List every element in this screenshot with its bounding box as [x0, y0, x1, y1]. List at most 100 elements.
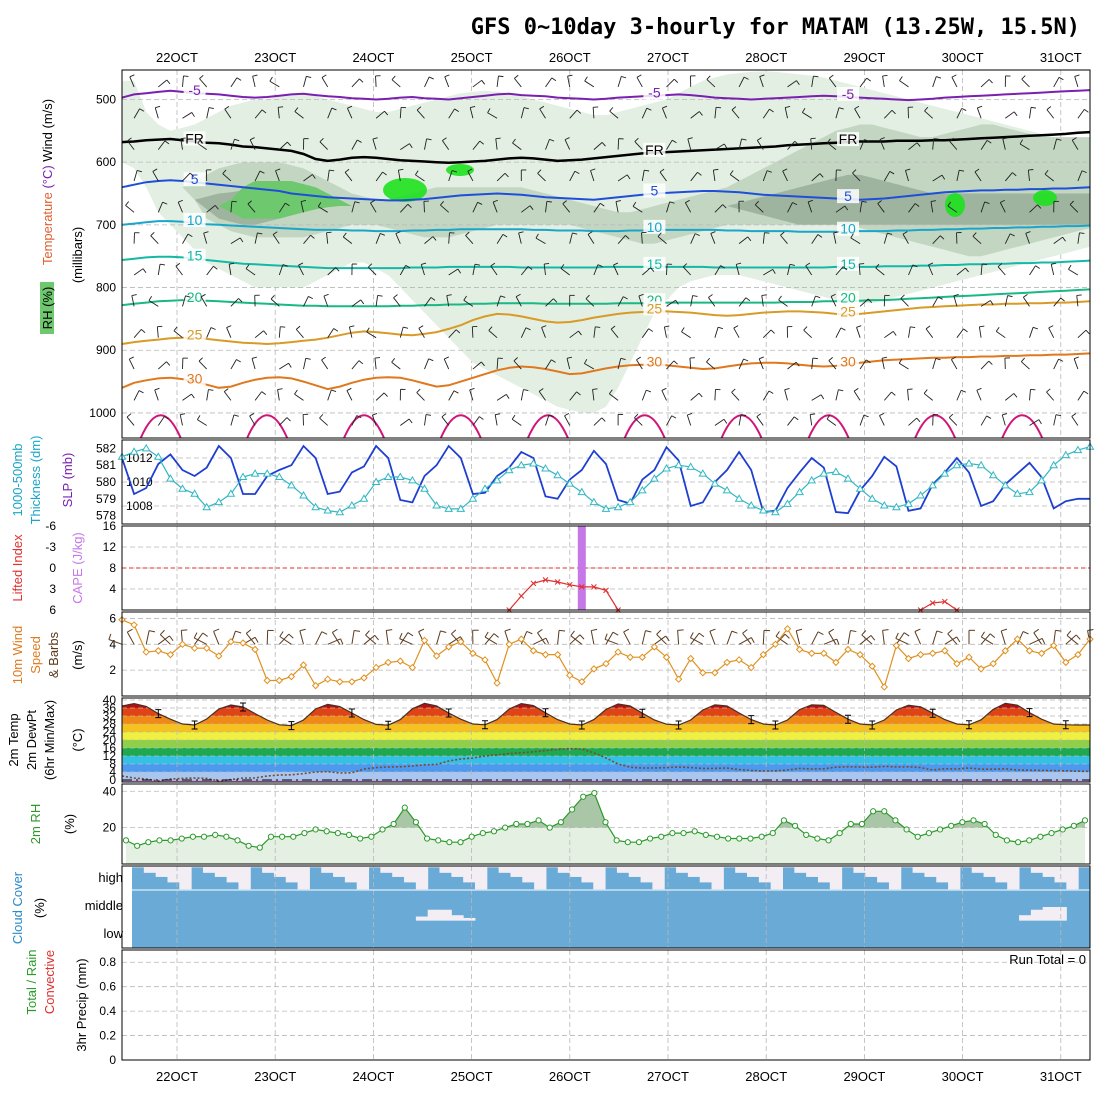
- date-tick-bottom-24OCT: 24OCT: [352, 1069, 394, 1084]
- wind-barb-39: [590, 630, 595, 645]
- wind-speed-point-60: [844, 645, 852, 654]
- thickness-point-18: [335, 507, 345, 516]
- upper-barb-33-1: [520, 107, 525, 119]
- upper-barb-59-7: [830, 296, 837, 307]
- upper-barb-feather-1-3: [137, 169, 143, 173]
- temp-band-28-32: [122, 716, 1090, 724]
- cloud-high-clear-56: [794, 866, 807, 873]
- upper-barb-feather-51-7: [745, 297, 751, 302]
- wind-speed-point-51: [735, 656, 743, 664]
- upper-barb-33-9: [513, 360, 522, 370]
- cloud-middle-clear-75: [1019, 915, 1032, 921]
- wind-barb-31: [484, 636, 498, 645]
- upper-barb-feather-17-6: [335, 267, 340, 272]
- upper-barb-67-2: [932, 138, 935, 150]
- upper-barb-feather-23-3: [398, 168, 404, 171]
- upper-barb-feather-43-2: [634, 137, 639, 142]
- upper-barb-feather-29-7: [463, 295, 467, 301]
- cloud-high-clear-47: [687, 866, 701, 877]
- upper-barb-feather-1-11: [126, 413, 132, 418]
- upper-barb-feather-35-5: [535, 233, 539, 239]
- upper-barb-41-8: [610, 328, 619, 338]
- upper-barb-73-7: [1004, 295, 1009, 307]
- upper-barb-41-2: [617, 138, 620, 150]
- upper-barb-feather-31-1: [487, 108, 491, 113]
- upper-barb-7-6: [206, 265, 214, 276]
- upper-barb-45-4: [666, 201, 671, 213]
- upper-barb-75-6: [1029, 265, 1036, 276]
- upper-barb-feather-27-8: [455, 329, 461, 334]
- upper-barb-61-2: [859, 139, 865, 150]
- rh2m-point-23: [379, 826, 386, 833]
- upper-barb-19-0: [351, 78, 360, 88]
- wind-barb-feather-25: [418, 628, 425, 633]
- upper-barb-49-6: [714, 265, 721, 276]
- upper-barb-feather-1-1: [139, 108, 145, 112]
- upper-barb-67-4: [930, 201, 934, 213]
- slp-label-thickness-a-part-0: 1000-500mb: [10, 444, 25, 517]
- wind-barb-67: [932, 630, 938, 645]
- upper-barb-21-4: [370, 202, 377, 213]
- upper-barb-43-11: [634, 417, 643, 426]
- wind-barb-feather-5: [181, 629, 188, 631]
- wind-barb-21: [365, 634, 377, 645]
- date-tick-bottom-23OCT: 23OCT: [254, 1069, 296, 1084]
- rh2m-point-45: [624, 839, 631, 846]
- upper-barb-feather-57-10: [820, 394, 825, 400]
- temp-band-12-16: [122, 748, 1090, 756]
- temp-band-16-20: [122, 740, 1090, 748]
- wind-label-b-part-0: Speed: [28, 636, 43, 674]
- upper-barb-feather-41-6: [613, 262, 619, 266]
- precip-label-units-part-0: 3hr Precip (mm): [74, 958, 89, 1051]
- thickness-point-55: [783, 499, 792, 507]
- upper-barb-79-9: [1073, 358, 1079, 370]
- upper-barb-41-0: [617, 76, 622, 88]
- upper-barb-feather-31-4: [492, 199, 498, 203]
- upper-barb-feather-7-11: [196, 415, 201, 420]
- temp-minmax-marker-15: [675, 720, 682, 730]
- wind-barb-feather-17: [340, 638, 344, 645]
- wind-barb-feather-30: [493, 633, 499, 638]
- upper-barb-feather-23-2: [409, 143, 413, 149]
- thickness-point-28: [456, 504, 466, 512]
- isotherm-label-5-1: 5: [651, 183, 659, 199]
- wind-barb-feather-65: [895, 632, 899, 639]
- cloud-high-clear-33: [522, 866, 535, 883]
- wind-speed-point-19: [348, 678, 356, 686]
- wind-barb-feather-73: [1001, 628, 1008, 632]
- wind-barb-feather-13: [288, 633, 294, 639]
- warm-loop-4: [527, 414, 569, 439]
- wind-speed-point-58: [820, 649, 828, 658]
- cloud-high-clear-2: [155, 866, 168, 877]
- wind-barb-feather-54: [784, 633, 790, 639]
- upper-barb-61-1: [854, 108, 861, 119]
- thickness-point-30: [480, 484, 490, 492]
- upper-barb-feather-69-1: [961, 107, 967, 111]
- upper-barb-31-6: [490, 265, 498, 276]
- thickness-point-66: [916, 490, 925, 499]
- upper-barb-61-4: [859, 201, 863, 213]
- wind-speed-point-67: [928, 649, 937, 658]
- wind-speed-point-40: [602, 659, 610, 668]
- temp-band-20-24: [122, 732, 1090, 740]
- upper-barb-feather-19-10: [346, 387, 352, 391]
- upper-barb-5-11: [179, 414, 183, 426]
- upper-barb-feather-79-11: [1071, 413, 1077, 417]
- isotherm-label-10-0: 10: [187, 212, 203, 228]
- isotherm-label-bg-15-1: [643, 256, 666, 271]
- upper-barb-29-4: [472, 202, 478, 213]
- upper-barb-feather-37-11: [564, 413, 570, 417]
- upper-barb-1-1: [133, 108, 140, 119]
- cape-label-cape: CAPE (J/kg): [70, 532, 85, 604]
- upper-barb-feather-17-10: [331, 389, 337, 393]
- wind-speed-point-32: [505, 640, 513, 649]
- upper-barb-feather-21-3: [382, 171, 387, 176]
- upper-barb-75-3: [1027, 169, 1030, 182]
- upper-barb-75-10: [1029, 389, 1031, 401]
- upper-barb-23-6: [399, 265, 407, 276]
- upper-barb-47-4: [684, 202, 692, 213]
- date-tick-top-26OCT: 26OCT: [549, 50, 591, 65]
- rh2m-point-68: [881, 808, 888, 815]
- upper-barb-feather-53-7: [761, 294, 767, 296]
- upper-barb-feather-5-7: [185, 295, 191, 298]
